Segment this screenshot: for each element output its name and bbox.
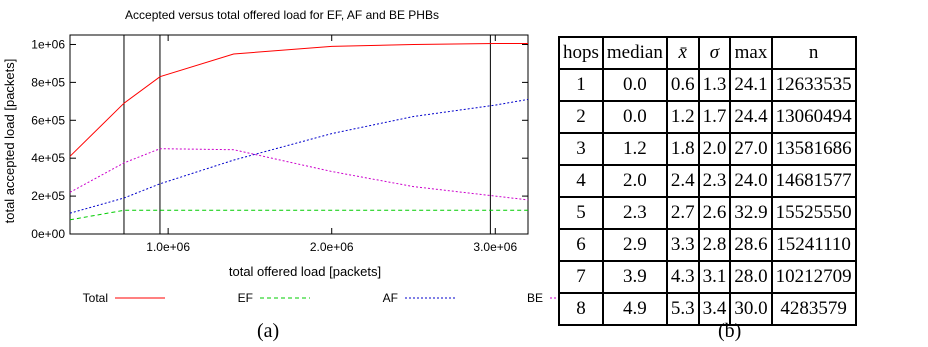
table-cell: 2.7 — [665, 196, 700, 230]
table-cell: 1.2 — [601, 132, 668, 166]
y-tick-label: 2e+05 — [31, 189, 65, 203]
table-row: 5 2.3 2.7 2.6 32.9 15525550 — [558, 196, 857, 230]
table-cell: 5.3 — [665, 292, 700, 326]
series-line-ef — [69, 209, 528, 221]
caption-b: (b) — [718, 320, 742, 342]
column-header: x̄ — [665, 36, 700, 70]
table-cell: 2.9 — [601, 228, 668, 262]
chart-title: Accepted versus total offered load for E… — [125, 8, 439, 22]
y-axis-label: total accepted load [packets] — [2, 59, 17, 224]
table-cell: 7 — [558, 260, 604, 294]
table-row: 3 1.2 1.8 2.0 27.0 13581686 — [558, 132, 857, 166]
table-cell: 4.3 — [665, 260, 700, 294]
y-tick-label: 8e+05 — [31, 75, 65, 89]
table-cell: 2 — [558, 100, 604, 134]
table-cell: 0.0 — [601, 100, 668, 134]
line-chart: Accepted versus total offered load for E… — [2, 8, 560, 305]
x-axis-label: total offered load [packets] — [229, 264, 381, 279]
x-tick-label: 2.0e+06 — [310, 240, 354, 254]
table-cell: 15241110 — [770, 228, 857, 262]
legend-label-ef: EF — [238, 291, 253, 305]
y-tick-label: 1e+06 — [31, 37, 65, 51]
table-cell: 2.0 — [697, 132, 732, 166]
table-cell: 2.3 — [601, 196, 668, 230]
table-cell: 13060494 — [770, 100, 857, 134]
table-row: 1 0.0 0.6 1.3 24.1 12633535 — [558, 68, 857, 102]
table-cell: 5 — [558, 196, 604, 230]
chart-legend: Total EF AF BE — [83, 291, 560, 305]
column-header: σ — [697, 36, 732, 70]
table-cell: 15525550 — [770, 196, 857, 230]
table-cell: 2.8 — [697, 228, 732, 262]
table-cell: 32.9 — [729, 196, 773, 230]
table-cell: 6 — [558, 228, 604, 262]
plot-frame — [69, 34, 529, 235]
y-tick-label: 0e+00 — [31, 227, 65, 241]
column-header: median — [601, 36, 668, 70]
table-cell: 3.1 — [697, 260, 732, 294]
table-cell: 0.0 — [601, 68, 668, 102]
table-cell: 4.9 — [601, 292, 668, 326]
table-cell: 28.0 — [729, 260, 773, 294]
table-cell: 3.3 — [665, 228, 700, 262]
table-cell: 8 — [558, 292, 604, 326]
series-line-total — [69, 43, 528, 157]
table-row: 2 0.0 1.2 1.7 24.4 13060494 — [558, 100, 857, 134]
table-row: 6 2.9 3.3 2.8 28.6 15241110 — [558, 228, 857, 262]
column-header: max — [729, 36, 773, 70]
series-line-be — [69, 148, 529, 201]
caption-a: (a) — [257, 320, 280, 342]
table-cell: 1.8 — [665, 132, 700, 166]
table-cell: 14681577 — [770, 164, 857, 198]
series-line-af — [69, 98, 529, 214]
table-cell: 1.2 — [665, 100, 700, 134]
table-row: 4 2.0 2.4 2.3 24.0 14681577 — [558, 164, 857, 198]
table-cell: 2.6 — [697, 196, 732, 230]
table-cell: 24.1 — [729, 68, 773, 102]
table-cell: 10212709 — [770, 260, 857, 294]
table-cell: 4 — [558, 164, 604, 198]
table-header-row: hops median x̄ σ max n — [558, 36, 857, 70]
y-tick-label: 6e+05 — [31, 113, 65, 127]
table-cell: 3.4 — [697, 292, 732, 326]
table-row: 8 4.9 5.3 3.4 30.0 4283579 — [558, 292, 857, 326]
table-cell: 12633535 — [770, 68, 857, 102]
table-cell: 30.0 — [729, 292, 773, 326]
table-cell: 24.4 — [729, 100, 773, 134]
table-cell: 4283579 — [770, 292, 857, 326]
table-cell: 1.7 — [697, 100, 732, 134]
table-cell: 2.0 — [601, 164, 668, 198]
table-cell: 2.3 — [697, 164, 732, 198]
table-cell: 0.6 — [665, 68, 700, 102]
table-cell: 13581686 — [770, 132, 857, 166]
table-cell: 1.3 — [697, 68, 732, 102]
legend-label-af: AF — [383, 291, 398, 305]
table-cell: 3 — [558, 132, 604, 166]
hop-statistics-table: hops median x̄ σ max n 1 0.0 0.6 1.3 24.1 12633535… — [558, 36, 857, 326]
table-cell: 2.4 — [665, 164, 700, 198]
legend-label-be: BE — [527, 291, 543, 305]
legend-label-total: Total — [83, 291, 108, 305]
table-cell: 1 — [558, 68, 604, 102]
x-tick-label: 1.0e+06 — [146, 240, 190, 254]
y-tick-label: 4e+05 — [31, 151, 65, 165]
x-tick-label: 3.0e+06 — [473, 240, 517, 254]
table-cell: 28.6 — [729, 228, 773, 262]
table-cell: 24.0 — [729, 164, 773, 198]
table-cell: 3.9 — [601, 260, 668, 294]
table-row: 7 3.9 4.3 3.1 28.0 10212709 — [558, 260, 857, 294]
column-header: n — [770, 36, 857, 70]
table-cell: 27.0 — [729, 132, 773, 166]
column-header: hops — [558, 36, 604, 70]
